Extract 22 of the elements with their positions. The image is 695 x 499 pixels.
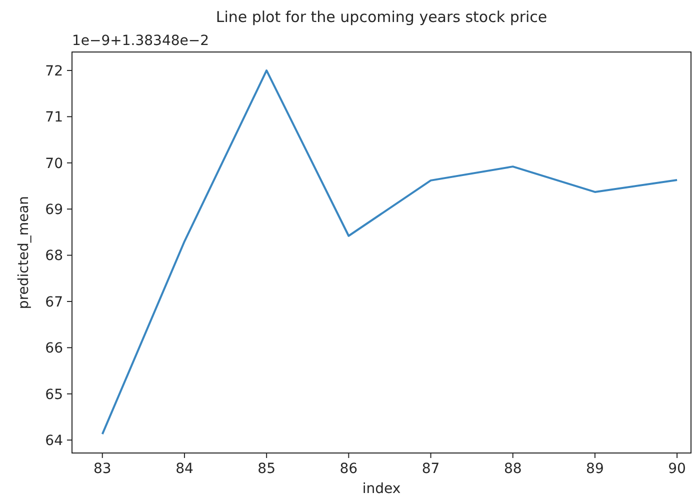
y-tick-label: 65 xyxy=(45,386,63,403)
y-tick-label: 68 xyxy=(45,248,63,264)
x-axis-title: index xyxy=(362,481,401,497)
x-tick-label: 88 xyxy=(504,461,522,477)
y-tick-label: 67 xyxy=(45,294,63,310)
x-tick-label: 83 xyxy=(93,461,112,477)
x-tick-label: 89 xyxy=(586,461,604,477)
x-tick-label: 84 xyxy=(176,461,194,477)
line-series xyxy=(101,69,678,436)
chart-title: Line plot for the upcoming years stock price xyxy=(216,8,548,26)
y-tick-label: 69 xyxy=(45,202,63,218)
y-tick-label: 72 xyxy=(45,63,63,80)
y-tick-label: 71 xyxy=(45,110,63,126)
y-tick-label: 66 xyxy=(45,340,64,357)
x-tick-label: 90 xyxy=(668,461,686,477)
text: 1e−9+1.38348e−2 xyxy=(72,33,210,49)
y-axis-title: predicted_mean xyxy=(16,196,32,310)
x-tick-label: 85 xyxy=(258,461,276,477)
y-tick-label: 70 xyxy=(45,156,63,172)
y-tick-label: 64 xyxy=(45,432,64,449)
x-tick-label: 86 xyxy=(340,461,358,477)
x-tick-label: 87 xyxy=(422,461,440,477)
